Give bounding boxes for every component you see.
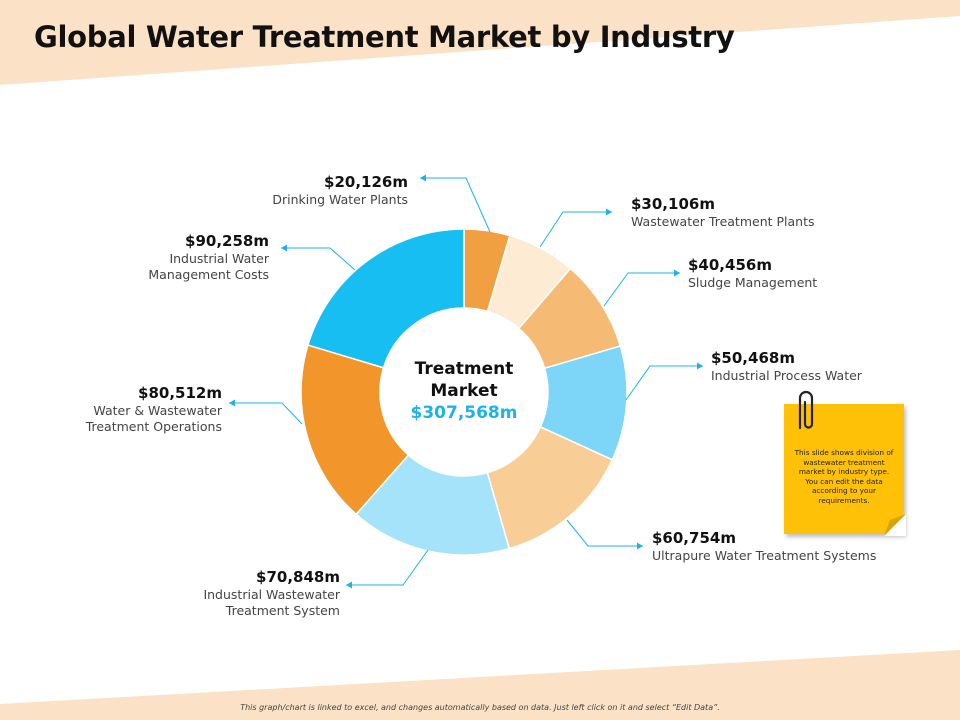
slice-value: $90,258m (185, 232, 269, 250)
donut-slice-6 (300, 344, 410, 516)
slice-label-wastewater-plants: $30,106m Wastewater Treatment Plants (631, 194, 815, 230)
leader-arrow-3 (697, 362, 703, 370)
leader-line-5 (346, 549, 429, 586)
leader-lines (229, 174, 703, 589)
note-fold (884, 514, 906, 536)
leader-arrow-6 (229, 399, 235, 407)
slice-name: Industrial Process Water (711, 368, 862, 383)
slice-name: Water & Wastewater Treatment Operations (85, 403, 222, 434)
leader-arrow-7 (281, 244, 287, 252)
leader-arrow-2 (674, 269, 680, 277)
leader-arrow-5 (346, 581, 352, 589)
slice-label-operations: $80,512m Water & Wastewater Treatment Op… (52, 383, 222, 435)
slice-value: $30,106m (631, 195, 715, 213)
slice-value: $80,512m (138, 384, 222, 402)
slice-name: Industrial Water Management Costs (148, 251, 269, 282)
center-value: $307,568m (410, 403, 518, 423)
top-band (0, 0, 960, 85)
footer-note: This graph/chart is linked to excel, and… (240, 703, 720, 712)
center-label: Treatment Market (414, 359, 514, 401)
slice-label-management-costs: $90,258m Industrial Water Management Cos… (119, 231, 269, 283)
slice-value: $40,456m (688, 256, 772, 274)
donut-center: Treatment Market $307,568m (364, 358, 564, 424)
note-text: This slide shows division of wastewater … (794, 448, 894, 505)
leader-arrow-1 (606, 208, 612, 216)
slice-value: $60,754m (652, 529, 736, 547)
leader-line-0 (420, 177, 491, 233)
slice-label-sludge: $40,456m Sludge Management (688, 255, 817, 291)
slice-label-drinking-water: $20,126m Drinking Water Plants (272, 172, 408, 208)
slice-value: $70,848m (256, 568, 340, 586)
leader-line-2 (603, 272, 680, 307)
leader-line-3 (625, 365, 703, 401)
paperclip-icon (798, 390, 814, 430)
slice-label-ultrapure: $60,754m Ultrapure Water Treatment Syste… (652, 528, 876, 564)
slice-value: $50,468m (711, 349, 795, 367)
donut-slices (300, 228, 628, 556)
slice-value: $20,126m (324, 173, 408, 191)
slice-name: Sludge Management (688, 275, 818, 290)
page-title: Global Water Treatment Market by Industr… (34, 20, 735, 54)
slice-label-industrial-wastewater: $70,848m Industrial Wastewater Treatment… (170, 567, 340, 619)
leader-line-4 (566, 519, 643, 547)
leader-line-1 (539, 211, 612, 248)
slice-name: Wastewater Treatment Plants (631, 214, 815, 229)
bottom-band (0, 650, 960, 720)
slice-name: Drinking Water Plants (272, 192, 408, 207)
leader-line-7 (281, 247, 356, 271)
leader-line-6 (229, 402, 303, 425)
sticky-note: This slide shows division of wastewater … (784, 404, 906, 536)
leader-arrow-0 (420, 174, 426, 182)
slice-name: Industrial Wastewater Treatment System (203, 587, 340, 618)
donut-slice-7 (306, 228, 465, 369)
slice-name: Ultrapure Water Treatment Systems (652, 548, 877, 563)
leader-arrow-4 (637, 542, 643, 550)
slice-label-process-water: $50,468m Industrial Process Water (711, 348, 862, 384)
